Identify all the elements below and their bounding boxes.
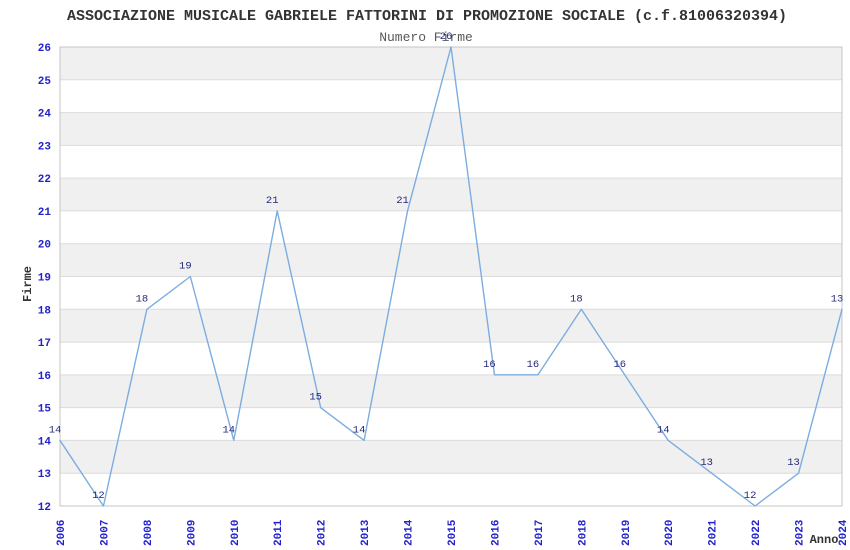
y-tick-label: 20 xyxy=(38,240,51,252)
x-tick-label: 2008 xyxy=(143,519,155,546)
x-tick-label: 2015 xyxy=(447,519,459,546)
x-tick-label: 2019 xyxy=(621,520,633,546)
point-label: 15 xyxy=(309,392,322,404)
y-tick-label: 19 xyxy=(38,273,51,285)
chart-title: ASSOCIAZIONE MUSICALE GABRIELE FATTORINI… xyxy=(67,8,787,25)
y-tick-label: 17 xyxy=(38,338,51,350)
x-tick-label: 2018 xyxy=(577,519,589,546)
y-tick-label: 18 xyxy=(38,305,52,317)
x-tick-label: 2022 xyxy=(751,520,763,546)
y-tick-label: 15 xyxy=(38,404,52,416)
point-label: 13 xyxy=(831,293,844,305)
x-tick-label: 2016 xyxy=(490,520,502,546)
x-tick-label: 2023 xyxy=(795,519,807,546)
grid-band xyxy=(60,309,842,343)
y-tick-label: 26 xyxy=(38,43,51,55)
x-tick-label: 2012 xyxy=(317,520,329,546)
point-label: 21 xyxy=(266,195,279,207)
y-tick-label: 14 xyxy=(38,436,52,448)
y-tick-label: 23 xyxy=(38,141,52,153)
point-label: 19 xyxy=(179,261,192,273)
x-axis-title: Anno xyxy=(810,533,839,547)
x-tick-label: 2020 xyxy=(664,520,676,546)
point-label: 14 xyxy=(353,424,366,436)
point-label: 18 xyxy=(136,293,149,305)
point-label: 18 xyxy=(570,293,583,305)
y-tick-label: 22 xyxy=(38,174,51,186)
point-label: 13 xyxy=(700,457,713,469)
x-tick-label: 2011 xyxy=(273,519,285,546)
x-tick-label: 2009 xyxy=(186,520,198,546)
x-tick-label: 2007 xyxy=(99,520,111,546)
point-label: 14 xyxy=(222,424,235,436)
x-tick-label: 2010 xyxy=(230,520,242,546)
point-label: 26 xyxy=(440,31,453,43)
y-tick-label: 16 xyxy=(38,371,51,383)
point-label: 12 xyxy=(92,490,105,502)
y-axis-title: Firme xyxy=(21,266,35,302)
point-label: 16 xyxy=(483,359,496,371)
x-tick-label: 2024 xyxy=(838,519,850,546)
point-label: 13 xyxy=(787,457,800,469)
y-tick-label: 25 xyxy=(38,76,52,88)
y-tick-label: 21 xyxy=(38,207,52,219)
x-tick-label: 2013 xyxy=(360,519,372,546)
x-tick-label: 2006 xyxy=(56,520,68,546)
grid-band xyxy=(60,178,842,211)
y-tick-label: 12 xyxy=(38,502,51,514)
grid-band xyxy=(60,112,842,146)
point-label: 16 xyxy=(613,359,626,371)
grid-band xyxy=(60,243,842,277)
chart-subtitle: Numero Firme xyxy=(379,30,473,45)
plot-series-layer: 14 12 18 19 14 21 15 14 21 26 16 16 18 16 14 13 12 13 13 xyxy=(49,31,844,507)
point-label: 21 xyxy=(396,195,409,207)
grid-band xyxy=(60,374,842,408)
point-label: 14 xyxy=(49,424,62,436)
x-tick-label: 2014 xyxy=(404,519,416,546)
y-tick-label: 13 xyxy=(38,469,52,481)
point-label: 14 xyxy=(657,424,670,436)
grid-band xyxy=(60,440,842,474)
point-label: 12 xyxy=(744,490,757,502)
x-tick-label: 2021 xyxy=(708,519,720,546)
grid-band xyxy=(60,47,842,80)
y-tick-label: 24 xyxy=(38,109,52,121)
point-label: 16 xyxy=(527,359,540,371)
x-tick-label: 2017 xyxy=(534,520,546,546)
series-line xyxy=(59,46,843,507)
